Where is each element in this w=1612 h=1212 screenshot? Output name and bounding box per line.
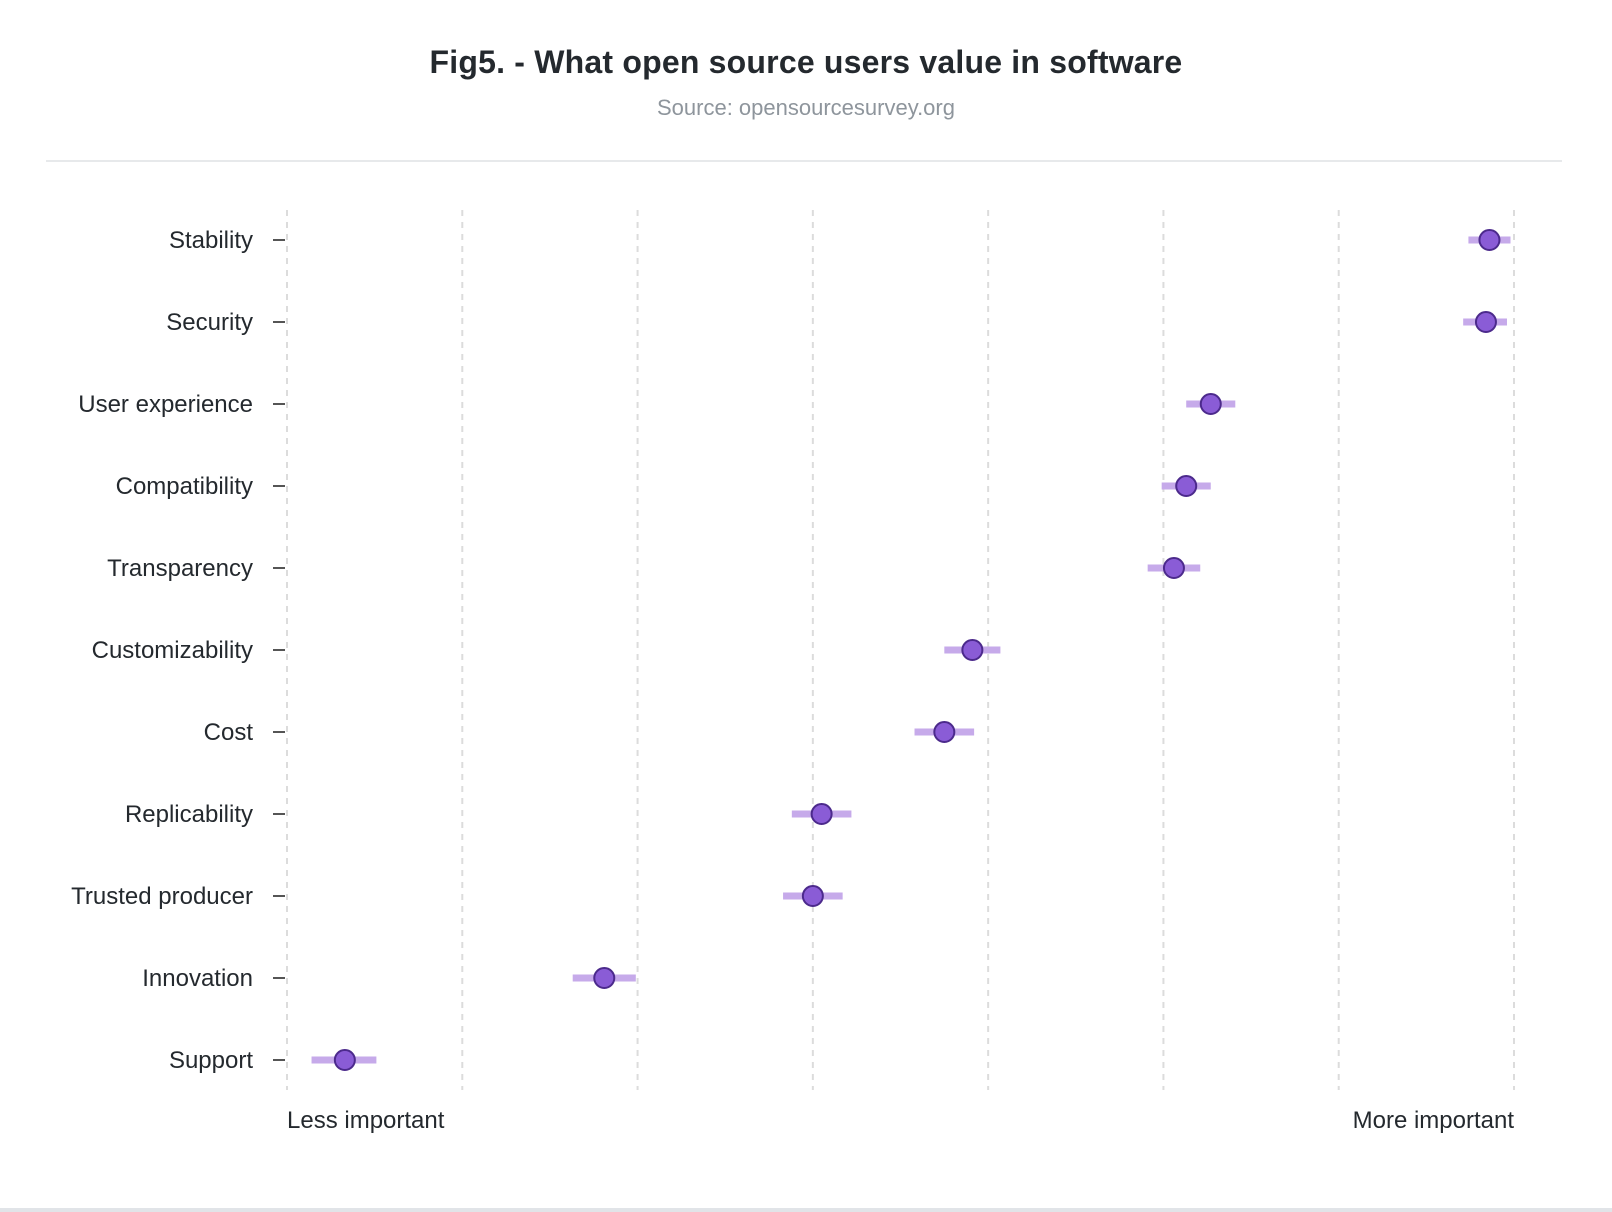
category-label: Trusted producer <box>71 883 253 910</box>
data-point <box>810 803 833 825</box>
data-point <box>1478 229 1501 251</box>
y-ticks <box>273 239 285 1061</box>
category-label: Innovation <box>142 965 253 992</box>
data-point <box>1175 475 1198 497</box>
data-point <box>1162 557 1185 579</box>
category-label: Customizability <box>92 637 253 664</box>
category-label: Cost <box>204 719 254 746</box>
bottom-border <box>0 1208 1612 1212</box>
x-axis-label-more-important: More important <box>1353 1107 1515 1134</box>
data-point <box>593 967 616 989</box>
data-point <box>801 885 824 907</box>
category-labels: Stability Security User experience Compatib… <box>71 227 253 1074</box>
category-label: Security <box>166 309 253 336</box>
data-point <box>1474 311 1497 333</box>
points <box>333 229 1501 1071</box>
category-label: Transparency <box>107 555 253 582</box>
chart-subtitle: Source: opensourcesurvey.org <box>657 95 955 120</box>
intervals <box>311 236 1511 1064</box>
data-point <box>333 1049 356 1071</box>
data-point <box>933 721 956 743</box>
category-label: Support <box>169 1047 253 1074</box>
title-divider <box>46 160 1562 162</box>
category-label: Replicability <box>125 801 253 828</box>
category-label: User experience <box>78 391 253 418</box>
category-label: Stability <box>169 227 253 254</box>
data-point <box>961 639 984 661</box>
category-label: Compatibility <box>116 473 253 500</box>
data-point <box>1199 393 1222 415</box>
gridlines <box>286 210 1515 1090</box>
chart-title: Fig5. - What open source users value in … <box>429 44 1183 80</box>
x-axis-label-less-important: Less important <box>287 1107 445 1134</box>
